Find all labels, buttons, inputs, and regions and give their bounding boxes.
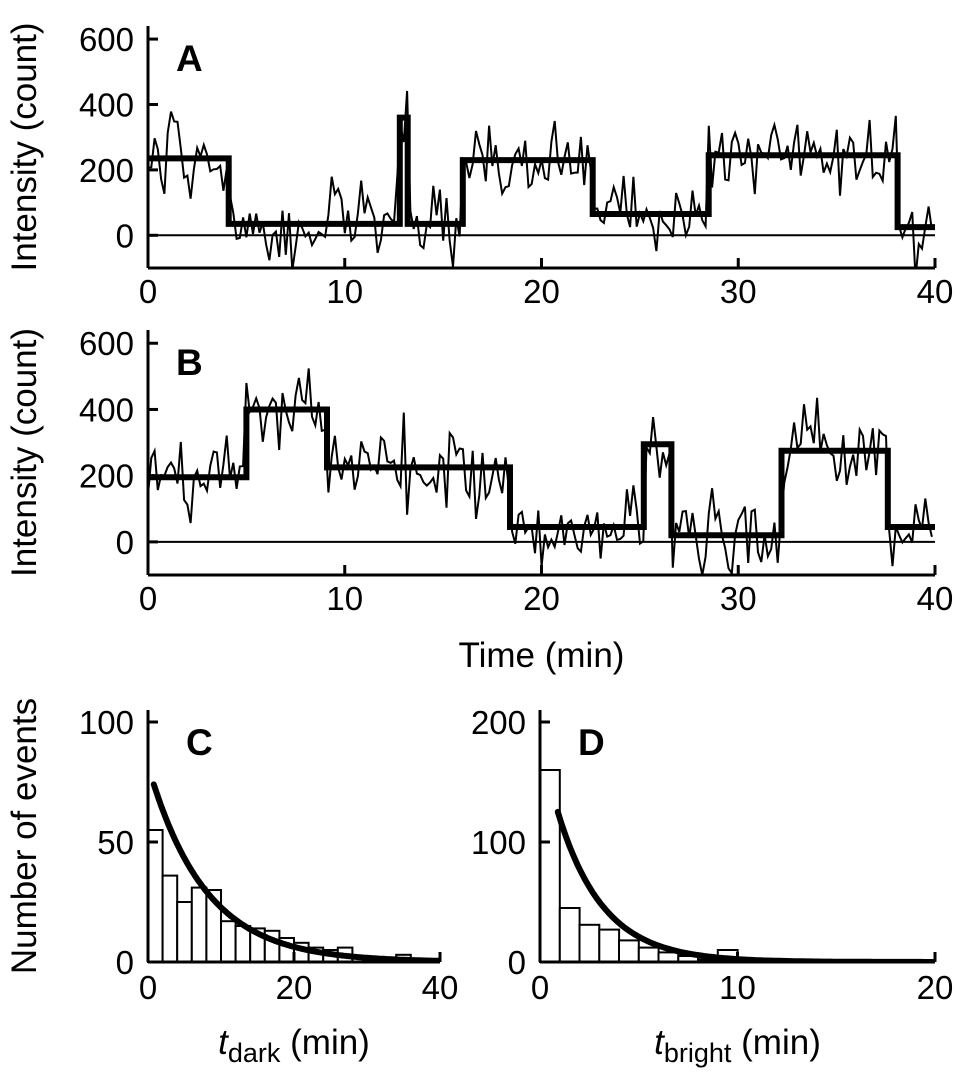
panel-letter-b: B [176,342,203,383]
panel-letter-a: A [176,38,203,79]
histogram-bar [618,939,640,964]
histogram-bar [558,907,581,963]
histogram-bar [190,886,208,963]
y-tick-label: 400 [79,391,134,428]
y-tick-label: 100 [79,704,134,741]
x-tick-label: 0 [531,969,549,1006]
y-axis-label-c: Number of events [5,698,44,974]
step-fit-b [148,406,935,539]
x-axis-label-b: Time (min) [459,636,625,675]
y-tick-label: 600 [79,325,134,362]
panel-c: 0 20 40 0 50 100 C Number of events tdark (min) [5,698,458,1068]
y-axis-label-b: Intensity (count) [5,328,44,577]
exp-fit-c [150,781,440,962]
x-tick-label: 40 [917,273,954,310]
x-tick-label: 20 [523,580,560,617]
x-tick-label: 10 [326,273,363,310]
x-tick-label: 0 [139,273,157,310]
x-tick-label: 40 [422,969,459,1006]
panel-letter-c: C [186,722,213,763]
histogram-bar [637,946,660,963]
y-tick-label: 100 [471,824,526,861]
intensity-trace-a [148,90,933,268]
y-tick-label: 0 [116,524,134,561]
step-fit-a [148,114,935,231]
x-tick-label: 20 [917,969,954,1006]
x-tick-label: 10 [326,580,363,617]
x-tick-label: 0 [139,580,157,617]
x-axis-label-d: tbright (min) [654,1023,821,1068]
intensity-trace-b [148,368,933,575]
y-tick-label: 600 [79,21,134,58]
histogram-bar [176,901,193,963]
histogram-bar [220,920,237,964]
y-tick-label: 0 [116,217,134,254]
histogram-bar [147,829,164,963]
y-tick-label: 0 [116,944,134,981]
x-tick-label: 20 [276,969,313,1006]
histogram-bar [598,928,621,963]
histogram-bars-d [539,769,739,964]
panel-letter-d: D [578,722,605,763]
y-tick-label: 0 [508,944,526,981]
histogram-bar [539,769,561,963]
y-tick-label: 200 [79,458,134,495]
x-tick-label: 30 [720,273,757,310]
x-tick-label: 10 [719,969,756,1006]
x-tick-label: 30 [720,580,757,617]
y-tick-label: 200 [471,704,526,741]
y-tick-label: 400 [79,86,134,123]
histogram-bar [161,874,179,963]
x-tick-label: 40 [917,580,954,617]
x-tick-label: 20 [523,273,560,310]
y-axis-label-a: Intensity (count) [5,23,44,272]
x-tick-label: 0 [139,969,157,1006]
y-tick-label: 50 [97,824,134,861]
y-tick-label: 200 [79,152,134,189]
x-axis-label-c: tdark (min) [218,1023,370,1068]
histogram-bar [578,923,601,963]
